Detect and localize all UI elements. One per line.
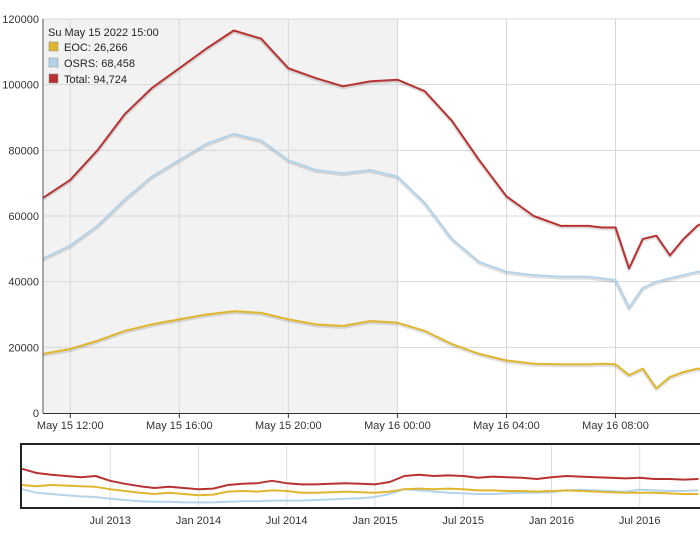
y-tick-label: 120000 — [2, 14, 39, 26]
x-tick-label: May 15 16:00 — [146, 420, 213, 432]
osrs-legend-label: OSRS: 68,458 — [64, 58, 135, 70]
total-legend-label: Total: 94,724 — [64, 74, 127, 86]
osrs-swatch — [48, 57, 59, 68]
y-tick-label: 60000 — [8, 211, 39, 223]
navigator-gridlines — [109, 446, 641, 506]
navigator-x-tick-label: Jul 2014 — [266, 515, 308, 527]
y-axis-labels: 0 20000 40000 60000 80000 100000 120000 — [2, 14, 39, 420]
x-axis-labels: May 15 12:00 May 15 16:00 May 15 20:00 May … — [37, 420, 649, 432]
eoc-series-line — [42, 310, 700, 390]
navigator-total-line — [21, 467, 699, 491]
x-tick-label: May 15 12:00 — [37, 420, 104, 432]
eoc-legend-label: EOC: 26,266 — [64, 42, 128, 54]
series-lines — [41, 29, 700, 392]
total-series-line — [42, 29, 700, 270]
total-swatch — [48, 73, 59, 84]
navigator-series-lines — [21, 467, 699, 504]
navigator-x-tick-label: Jan 2015 — [352, 515, 397, 527]
y-tick-label: 20000 — [8, 342, 39, 354]
y-tick-label: 40000 — [8, 277, 39, 289]
x-tick-label: May 15 20:00 — [255, 420, 322, 432]
navigator-x-axis-labels: Jul 2013 Jan 2014 Jul 2014 Jan 2015 Jul 2015… — [89, 515, 660, 527]
navigator-x-tick-label: Jan 2016 — [529, 515, 574, 527]
y-tick-label: 0 — [33, 408, 39, 420]
navigator-eoc-line — [21, 484, 699, 497]
navigator-x-tick-label: Jul 2013 — [89, 515, 131, 527]
main-line-chart[interactable]: 0 20000 40000 60000 80000 100000 120000 May 15… — [0, 0, 700, 435]
tooltip-legend: Su May 15 2022 15:00 EOC: 26,266 OSRS: 6… — [48, 27, 159, 86]
tooltip-header: Su May 15 2022 15:00 — [48, 27, 159, 39]
navigator-x-tick-label: Jul 2015 — [442, 515, 484, 527]
navigator-x-tick-label: Jan 2014 — [176, 515, 221, 527]
osrs-series-line — [42, 132, 700, 309]
gridlines — [43, 18, 700, 418]
eoc-swatch — [48, 41, 59, 52]
y-tick-label: 80000 — [8, 145, 39, 157]
x-tick-label: May 16 08:00 — [582, 420, 649, 432]
navigator-osrs-line — [21, 488, 699, 504]
y-tick-label: 100000 — [2, 80, 39, 92]
x-tick-label: May 16 04:00 — [473, 420, 540, 432]
navigator-frame — [20, 443, 700, 509]
navigator-x-tick-label: Jul 2016 — [619, 515, 661, 527]
x-tick-label: May 16 00:00 — [364, 420, 431, 432]
